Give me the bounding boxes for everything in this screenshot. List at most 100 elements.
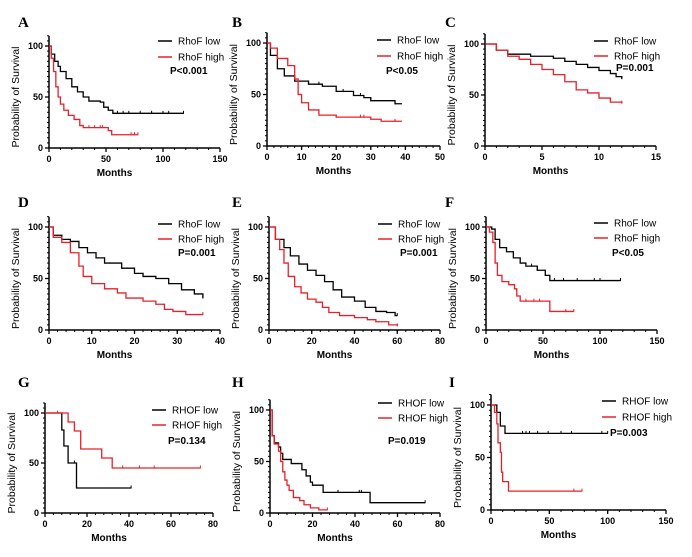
x-tick-label: 60 (392, 519, 402, 529)
survival-curve-low (491, 404, 608, 434)
y-tick-label: 100 (248, 222, 263, 232)
p-value: P=0.003 (610, 428, 648, 439)
legend-label: RHOF high (622, 413, 672, 424)
x-axis-title: Months (97, 350, 133, 361)
legend-label: RhoF high (178, 235, 224, 246)
x-tick-label: 0 (42, 519, 47, 529)
panel-d: D 0 10 20 30 40 0 50 100 Months Probability of Sur… (10, 195, 225, 361)
x-tick-label: 40 (215, 336, 225, 346)
panel-e: E 0 20 40 60 80 0 50 100 Months Probability of Sur… (230, 195, 445, 361)
panel-label: G (18, 375, 30, 391)
survival-curve-high (49, 45, 138, 136)
y-axis-title: Probability of Survival (447, 228, 459, 329)
legend-label: RHOF high (398, 414, 448, 425)
p-value: P=0.134 (168, 436, 206, 447)
panel-b: B 0 10 20 30 40 50 0 50 100 Months Probability of S… (228, 15, 445, 177)
legend-label: RHOF low (622, 397, 669, 408)
panel-label: A (18, 15, 29, 31)
legend-label: RhoF low (178, 37, 221, 48)
y-tick-label: 100 (249, 405, 264, 415)
x-tick-label: 100 (600, 516, 615, 526)
y-tick-label: 100 (246, 38, 261, 48)
survival-curve-high (270, 409, 328, 511)
x-tick-label: 50 (435, 152, 445, 162)
y-tick-label: 100 (464, 39, 479, 49)
y-axis-title: Probability of Survival (10, 47, 22, 148)
x-tick-label: 10 (594, 152, 604, 162)
panel-label: I (449, 375, 455, 391)
y-tick-label: 0 (34, 508, 39, 518)
x-axis-title: Months (534, 350, 570, 361)
x-tick-label: 10 (87, 336, 97, 346)
x-tick-label: 0 (483, 336, 488, 346)
x-tick-label: 30 (172, 336, 182, 346)
x-tick-label: 40 (350, 519, 360, 529)
panel-label: E (232, 195, 242, 211)
x-tick-label: 150 (649, 336, 664, 346)
y-axis-title: Probability of Survival (446, 45, 458, 146)
legend-label: RHOF low (172, 406, 219, 417)
y-tick-label: 50 (254, 457, 264, 467)
x-axis-title: Months (316, 166, 352, 177)
p-value: P<0.05 (386, 66, 418, 77)
x-tick-label: 40 (400, 152, 410, 162)
legend-label: RhoF high (614, 234, 660, 245)
y-tick-label: 100 (465, 222, 480, 232)
p-value: P<0.05 (612, 248, 644, 259)
panel-a: A 0 50 100 150 0 50 100 Months Probability of Sur… (10, 15, 228, 179)
survival-curve-low (49, 45, 184, 114)
p-value: P=0.019 (388, 436, 426, 447)
survival-curve-high (491, 404, 582, 492)
x-axis-title: Months (317, 533, 353, 544)
x-tick-label: 50 (544, 516, 554, 526)
x-tick-label: 40 (349, 336, 359, 346)
p-value: P=0.001 (400, 248, 438, 259)
survival-curve-low (267, 42, 402, 105)
y-axis-title: Probability of Survival (452, 407, 464, 508)
panel-g: G 0 20 40 60 80 0 50 100 Months Probability of Sur… (6, 375, 222, 544)
x-tick-label: 80 (435, 336, 445, 346)
x-tick-label: 20 (307, 519, 317, 529)
panel-c: C 0 5 10 15 0 50 100 Months Probability of Surviv… (445, 15, 661, 177)
survival-curve-high (267, 42, 402, 122)
legend-label: RhoF high (614, 52, 660, 63)
y-tick-label: 0 (259, 508, 264, 518)
x-tick-label: 30 (366, 152, 376, 162)
legend-label: RhoF low (398, 220, 441, 231)
survival-curve-low (270, 409, 426, 504)
x-tick-label: 20 (331, 152, 341, 162)
x-tick-label: 50 (101, 154, 111, 164)
y-tick-label: 100 (28, 222, 43, 232)
panel-label: F (445, 195, 454, 211)
x-tick-label: 20 (129, 336, 139, 346)
y-tick-label: 0 (38, 143, 43, 153)
survival-curve-high (485, 43, 623, 104)
y-tick-label: 0 (480, 505, 485, 515)
panel-f: F 0 50 100 150 0 50 100 Months Probability of Sur… (445, 195, 665, 361)
x-tick-label: 40 (124, 519, 134, 529)
survival-curve-low (45, 412, 132, 489)
y-tick-label: 100 (28, 41, 43, 51)
p-value: P<0.001 (170, 66, 208, 77)
y-tick-label: 0 (256, 141, 261, 151)
x-tick-label: 10 (297, 152, 307, 162)
x-axis-title: Months (91, 533, 127, 544)
y-tick-label: 0 (38, 325, 43, 335)
y-axis-title: Probability of Survival (231, 411, 243, 512)
legend-label: RhoF low (397, 36, 440, 47)
legend-label: RhoF high (178, 53, 224, 64)
legend-label: RhoF low (614, 219, 657, 230)
y-tick-label: 50 (470, 274, 480, 284)
panel-label: H (232, 375, 244, 391)
legend-label: RHOF low (398, 399, 445, 410)
y-axis-title: Probability of Survival (10, 228, 22, 329)
x-tick-label: 60 (392, 336, 402, 346)
panel-label: C (445, 15, 456, 31)
legend-label: RhoF high (397, 52, 443, 63)
survival-curve-high (269, 226, 398, 326)
legend-label: RhoF low (178, 220, 221, 231)
x-tick-label: 0 (266, 336, 271, 346)
panel-h: H 0 20 40 60 80 0 50 100 Months Probability of Sur… (231, 375, 448, 544)
x-tick-label: 150 (658, 516, 673, 526)
y-tick-label: 0 (258, 325, 263, 335)
